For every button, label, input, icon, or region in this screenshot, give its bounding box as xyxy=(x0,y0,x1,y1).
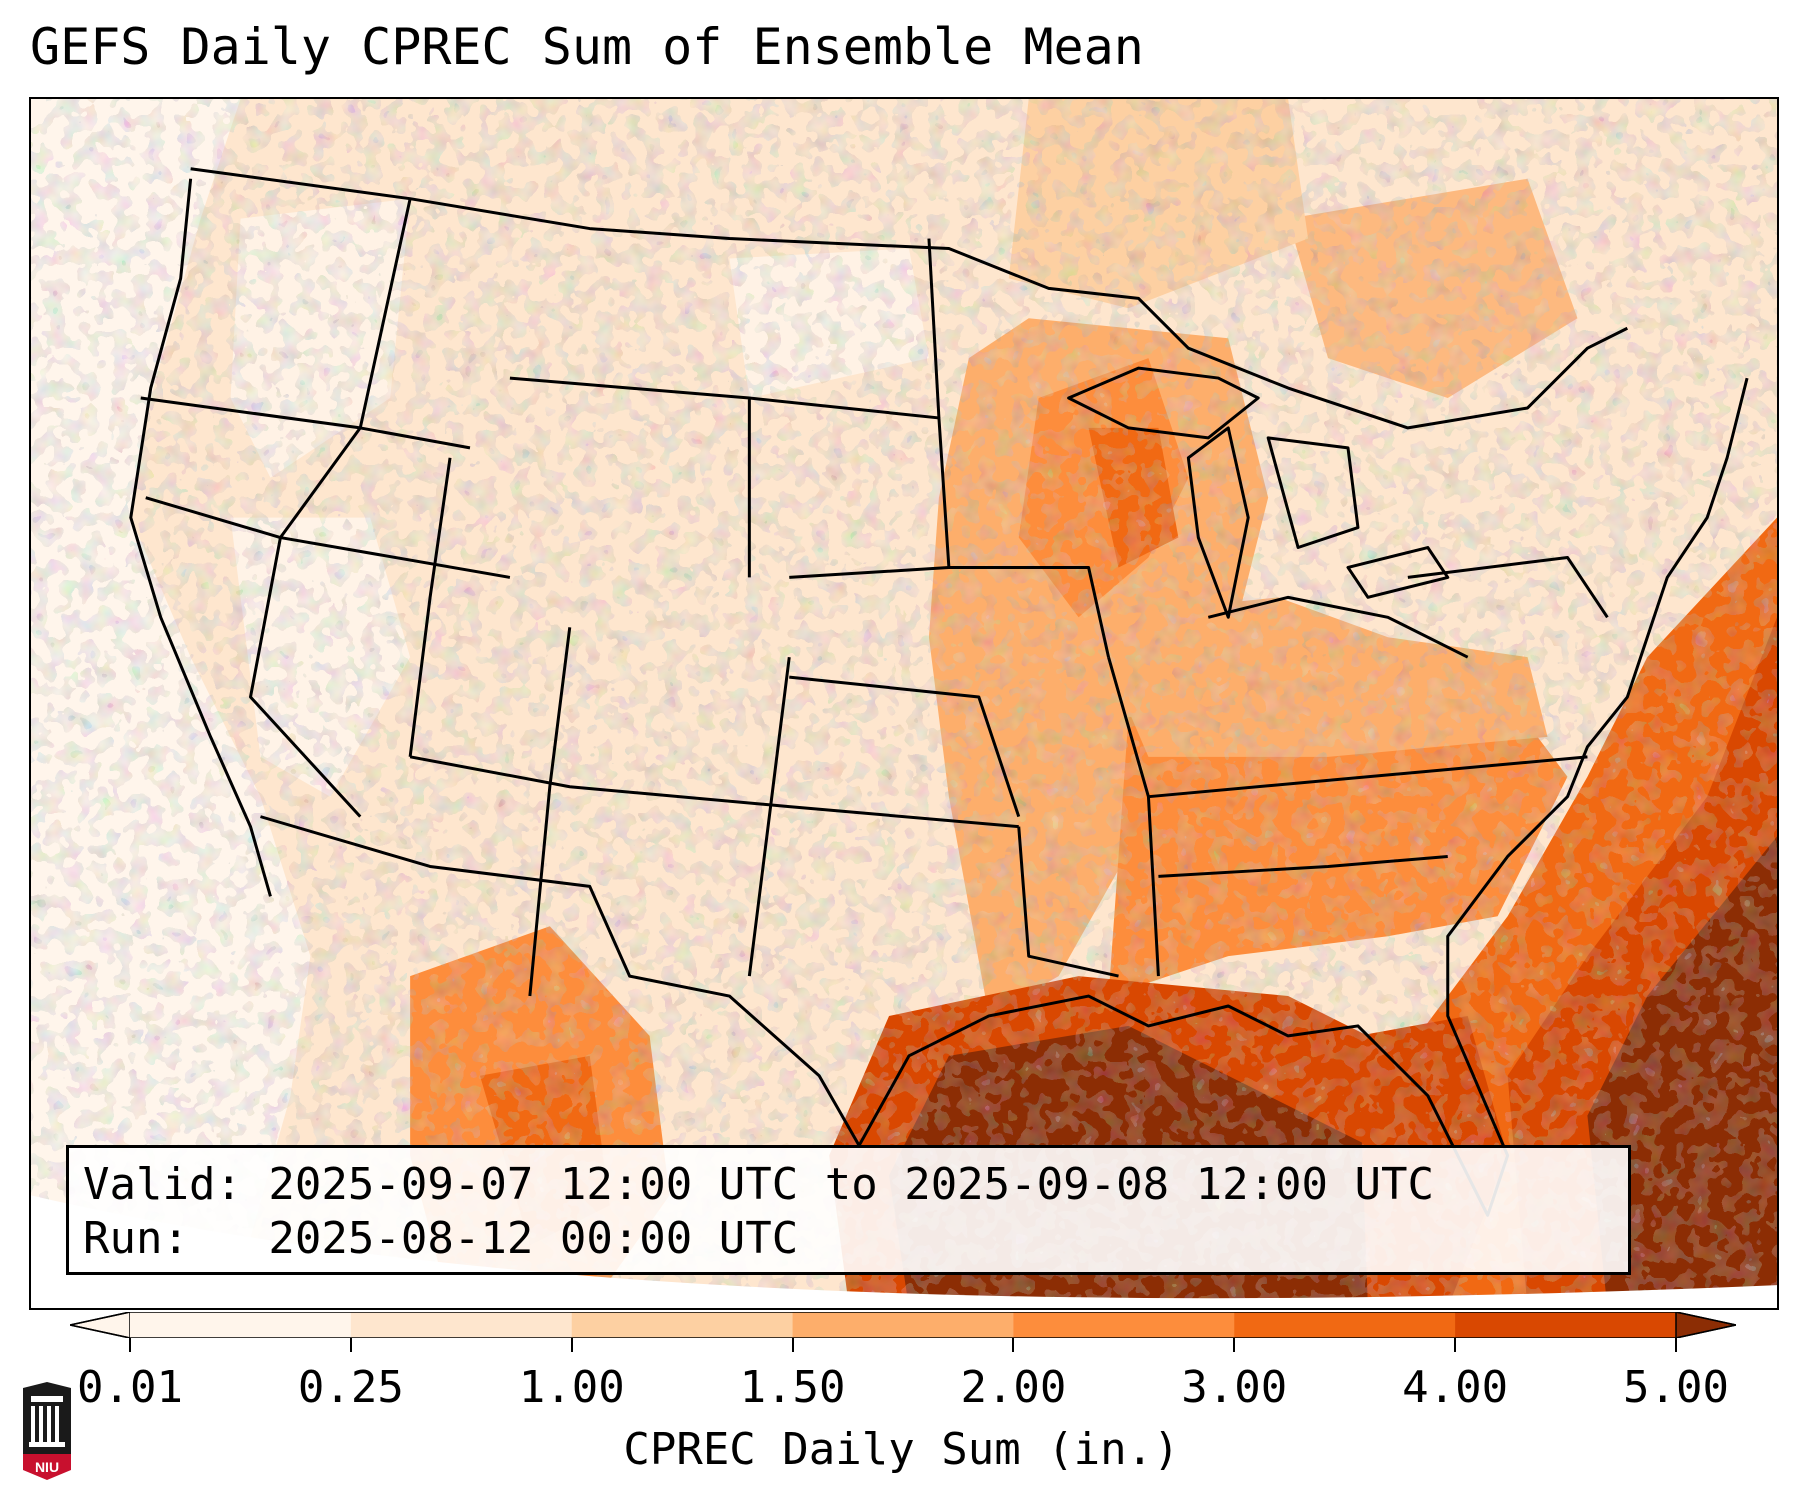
border-four-corners-row xyxy=(409,755,1019,829)
colorbar-tick-mark xyxy=(129,1338,131,1352)
border-nebraska-sd xyxy=(749,396,951,579)
colorbar-tick-mark xyxy=(1454,1338,1457,1352)
colorbar-tick-mark xyxy=(1675,1338,1677,1352)
border-ms-al-ga xyxy=(1158,855,1448,878)
projection-edge xyxy=(31,1195,1777,1308)
border-idaho-nevada xyxy=(249,198,412,818)
colorbar xyxy=(70,1312,1736,1338)
colorbar-tick-mark xyxy=(791,1338,794,1352)
colorbar-extend-high xyxy=(1675,1312,1736,1338)
border-utah-west xyxy=(408,457,452,758)
map-panel xyxy=(29,97,1779,1310)
colorbar-tick-label: 0.25 xyxy=(297,1362,404,1413)
colorbar-tick-mark xyxy=(570,1338,573,1352)
colorbar-bin xyxy=(571,1312,794,1338)
colorbar-bin xyxy=(350,1312,573,1338)
colorbar-bin xyxy=(1234,1312,1456,1338)
border-colorado-nm xyxy=(528,627,572,997)
colorbar-bin xyxy=(1013,1312,1235,1338)
colorbar-bin xyxy=(1455,1312,1677,1338)
colorbar-tick-label: 1.00 xyxy=(518,1362,625,1413)
lake-huron xyxy=(1266,436,1360,550)
valid-run-info-box: Valid: 2025-09-07 12:00 UTC to 2025-09-0… xyxy=(66,1145,1631,1275)
border-kansas xyxy=(789,675,1021,818)
precipitation-map xyxy=(31,99,1777,1308)
niu-logo-text: NIU xyxy=(35,1459,59,1475)
us-canada-border xyxy=(190,167,1629,430)
valid-time-text: Valid: 2025-09-07 12:00 UTC to 2025-09-0… xyxy=(83,1159,1435,1210)
page-title: GEFS Daily CPREC Sum of Ensemble Mean xyxy=(30,18,1144,76)
us-mexico-border xyxy=(260,815,861,1147)
colorbar-tick-label: 2.00 xyxy=(960,1362,1067,1413)
lake-superior xyxy=(1067,366,1260,440)
border-iowa xyxy=(948,565,1110,658)
colorbar-tick-label: 4.00 xyxy=(1402,1362,1509,1413)
colorbar-bin xyxy=(792,1312,1014,1338)
us-west-coast xyxy=(129,178,272,897)
precip-texture xyxy=(31,99,1777,1308)
colorbar-tick-label: 0.01 xyxy=(77,1362,183,1413)
border-oklahoma-texas xyxy=(1017,826,1119,978)
lake-erie xyxy=(1346,546,1450,599)
colorbar-extend-low xyxy=(70,1312,131,1338)
colorbar-bin xyxy=(130,1312,352,1338)
colorbar-tick-mark xyxy=(1233,1338,1236,1352)
colorbar-label: CPREC Daily Sum (in.) xyxy=(623,1424,1180,1475)
border-tennessee xyxy=(1148,755,1588,799)
colorbar-tick-mark xyxy=(1012,1338,1015,1352)
border-dakotas-mn xyxy=(927,238,941,419)
lake-michigan xyxy=(1186,426,1250,619)
colorbar-tick-label: 1.50 xyxy=(739,1362,846,1413)
border-colorado-east xyxy=(747,656,791,977)
colorbar-tick-mark xyxy=(349,1338,352,1352)
us-east-gulf-coast xyxy=(857,377,1749,1217)
colorbar-tick-label: 5.00 xyxy=(1623,1362,1729,1413)
border-ohio-river xyxy=(1207,595,1469,659)
niu-university-logo-icon: NIU xyxy=(23,1382,71,1480)
border-pa xyxy=(1407,555,1609,619)
colorbar-tick-label: 3.00 xyxy=(1181,1362,1288,1413)
political-borders xyxy=(129,167,1749,1217)
run-time-text: Run: 2025-08-12 00:00 UTC xyxy=(83,1213,799,1264)
